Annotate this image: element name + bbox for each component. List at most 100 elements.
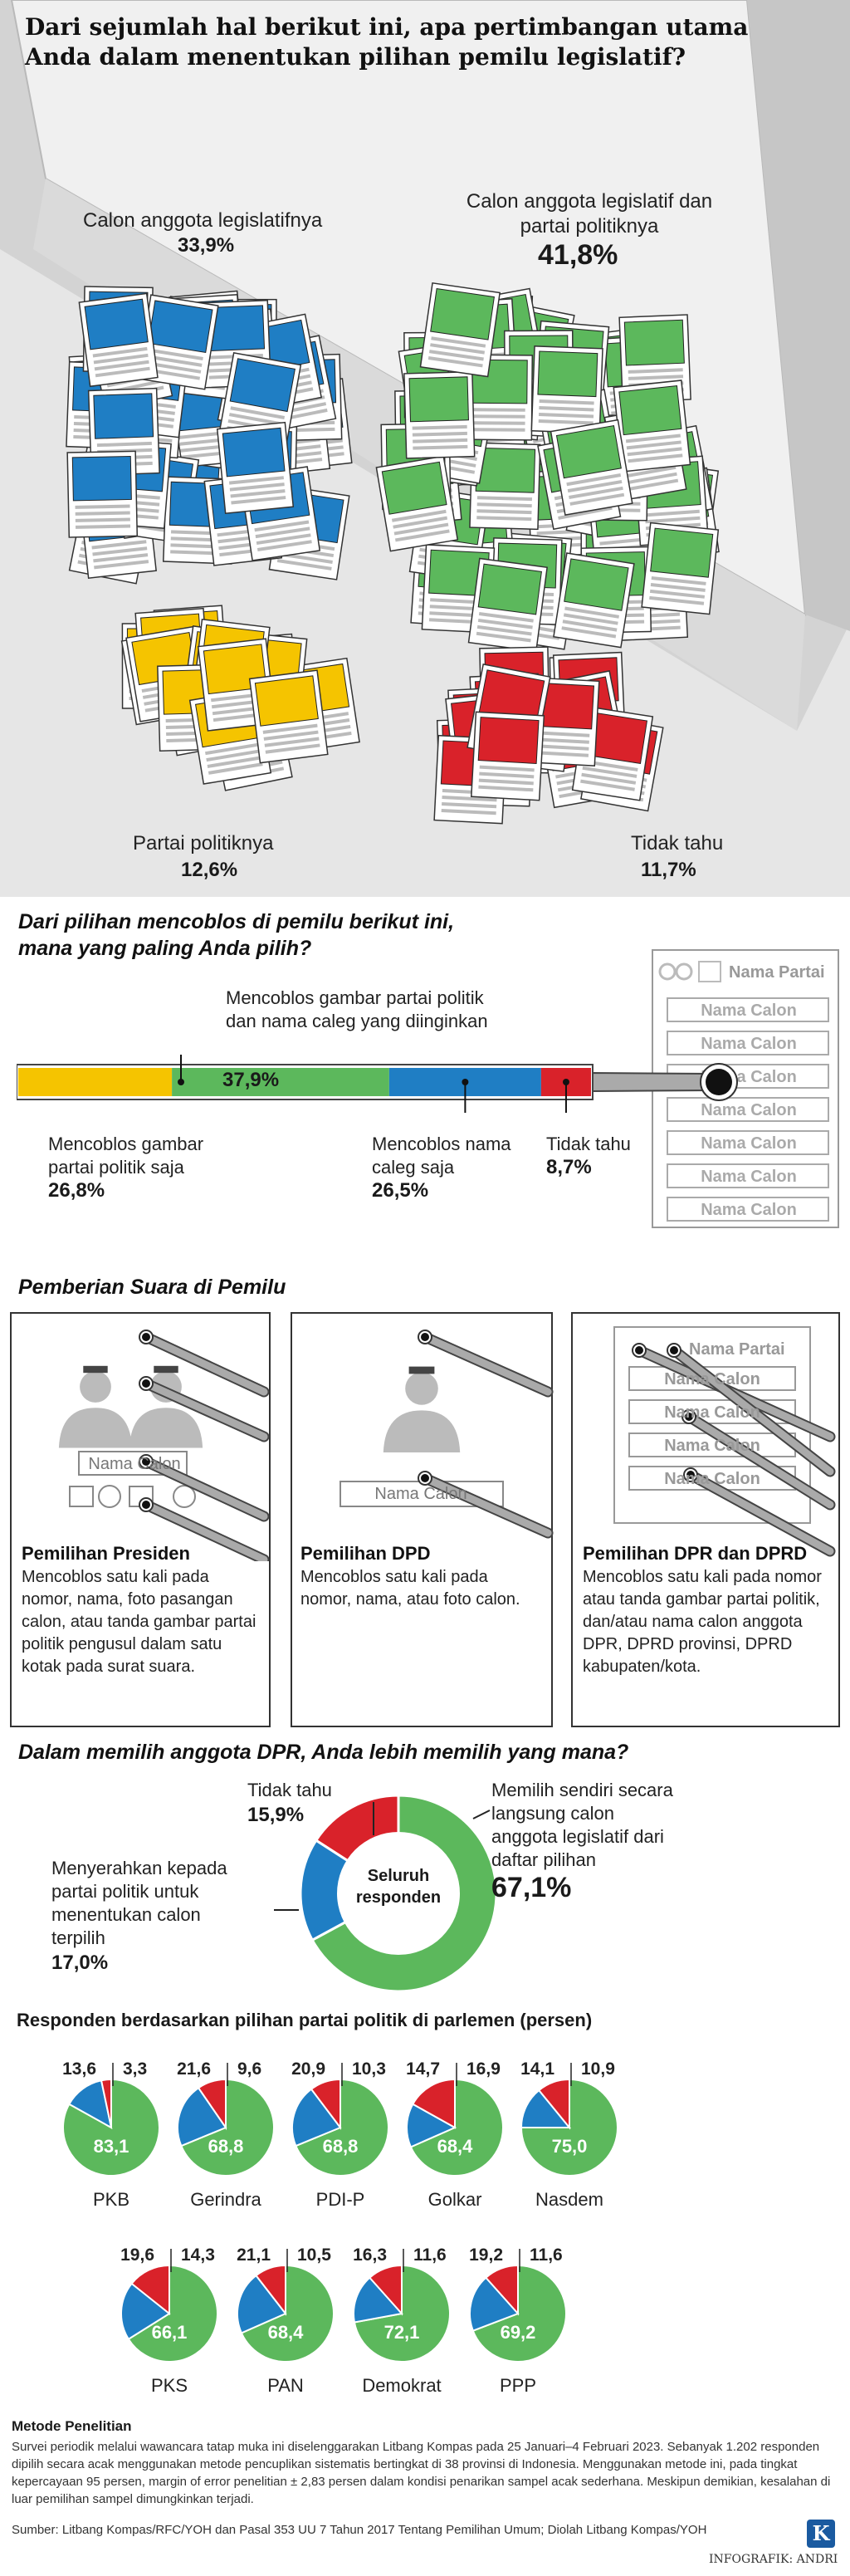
pie-party-name: Gerindra bbox=[190, 2189, 261, 2210]
ballot bbox=[136, 294, 219, 390]
pie-slice-party bbox=[237, 2274, 287, 2334]
pie-slice-dk bbox=[255, 2264, 286, 2316]
ballot bbox=[618, 314, 691, 403]
pie-slice-dk bbox=[368, 2264, 403, 2316]
pie-party-name: PAN bbox=[267, 2375, 304, 2396]
stacked-bar bbox=[17, 1055, 738, 1113]
pie-slice-party bbox=[406, 2103, 457, 2148]
presiden-party-box-1 bbox=[69, 1486, 94, 1507]
stylus-presiden-3 bbox=[139, 1454, 270, 1522]
pie-value-dk: 11,6 bbox=[413, 2245, 447, 2265]
kompas-logo-letter: K bbox=[812, 2521, 830, 2545]
pie-value-self: 69,2 bbox=[501, 2322, 536, 2343]
pie-demokrat: 72,1 16,3 11,6 Demokrat bbox=[353, 2245, 451, 2396]
dpd-candidate-silhouette bbox=[383, 1366, 461, 1452]
pie-value-party: 20,9 bbox=[291, 2059, 325, 2079]
pie-slice-dk bbox=[537, 2078, 570, 2130]
pie-slice-dk bbox=[484, 2264, 519, 2316]
panel-illustrations bbox=[58, 1326, 836, 1561]
ballot bbox=[571, 705, 654, 801]
stylus-dpd-1 bbox=[418, 1330, 554, 1398]
pie-value-party: 19,2 bbox=[469, 2245, 503, 2265]
method-text: Survei periodik melalui wawancara tatap … bbox=[12, 2440, 831, 2506]
pie-value-dk: 10,9 bbox=[581, 2059, 615, 2079]
label-dk: Tidak tahu bbox=[546, 1134, 631, 1154]
ballot bbox=[248, 669, 329, 764]
value-caleg-partai: 41,8% bbox=[538, 239, 618, 271]
donut-label-dk: Tidak tahu bbox=[247, 1780, 332, 1800]
party-pies: 83,1 13,6 3,3 PKB 68,8 21,6 9,6 Gerindra 68,8 20,… bbox=[62, 2059, 618, 2396]
pie-slice-self bbox=[520, 2078, 618, 2177]
pie-value-party: 13,6 bbox=[62, 2059, 96, 2079]
pie-value-dk: 11,6 bbox=[530, 2245, 563, 2265]
pie-slice-dk bbox=[197, 2078, 227, 2131]
pie-nasdem: 75,0 14,1 10,9 Nasdem bbox=[520, 2059, 618, 2210]
stylus-dpd-2 bbox=[418, 1471, 554, 1539]
dpd-title: Pemilihan DPD bbox=[300, 1543, 431, 1564]
stylus-dpr-4 bbox=[683, 1467, 836, 1557]
dpr-row-label: Nama Calon bbox=[664, 1370, 760, 1388]
presiden-party-box-4 bbox=[173, 1485, 196, 1508]
ballot bbox=[66, 450, 139, 538]
pie-value-party: 21,1 bbox=[237, 2245, 271, 2265]
ballot-cluster-4 bbox=[433, 646, 664, 825]
credit: INFOGRAFIK: ANDRI bbox=[709, 2553, 838, 2566]
pie-value-self: 68,4 bbox=[268, 2322, 305, 2343]
ballot-pile bbox=[66, 282, 720, 825]
pie-value-self: 68,8 bbox=[208, 2136, 244, 2157]
pie-value-party: 14,7 bbox=[406, 2059, 440, 2079]
donut-value-self: 67,1% bbox=[491, 1872, 572, 1903]
method-source: Sumber: Litbang Kompas/RFC/YOH dan Pasal… bbox=[12, 2523, 707, 2537]
pie-party-name: Golkar bbox=[428, 2189, 482, 2210]
value-partai: 12,6% bbox=[181, 859, 238, 881]
dpr-text: Mencoblos satu kali pada nomor atau tand… bbox=[583, 1568, 822, 1676]
ballot bbox=[470, 711, 545, 801]
pie-slice-dk bbox=[130, 2264, 170, 2316]
ballot-cluster-2 bbox=[375, 282, 720, 653]
pie-pan: 68,4 21,1 10,5 PAN bbox=[237, 2245, 335, 2396]
candidate-silhouette-1 bbox=[58, 1365, 133, 1448]
pie-party-name: PKS bbox=[151, 2375, 188, 2396]
pie-value-dk: 3,3 bbox=[123, 2059, 147, 2079]
pie-slice-self bbox=[127, 2264, 218, 2363]
ballot bbox=[467, 557, 548, 653]
pie-ppp: 69,2 19,2 11,6 PPP bbox=[469, 2245, 567, 2396]
pie-value-party: 14,1 bbox=[520, 2059, 554, 2079]
pie-pks: 66,1 19,6 14,3 PKS bbox=[120, 2245, 218, 2396]
pie-value-self: 83,1 bbox=[94, 2136, 129, 2157]
pie-value-party: 21,6 bbox=[177, 2059, 211, 2079]
ballot bbox=[403, 370, 476, 459]
pie-value-self: 66,1 bbox=[152, 2322, 188, 2343]
pie-pkb: 83,1 13,6 3,3 PKB bbox=[62, 2059, 160, 2210]
pie-slice-party bbox=[177, 2086, 227, 2147]
punch-hole bbox=[706, 1069, 732, 1095]
pie-golkar: 68,4 14,7 16,9 Golkar bbox=[406, 2059, 504, 2210]
ballot-row-label: Nama Calon bbox=[701, 1101, 797, 1119]
label-caleg-partai: Calon anggota legislatif dan partai poli… bbox=[466, 190, 713, 238]
pie-value-dk: 16,9 bbox=[467, 2059, 501, 2079]
dpr-row-label: Nama Calon bbox=[664, 1470, 760, 1488]
pie-slice-party bbox=[120, 2282, 171, 2341]
stylus-dpr-2 bbox=[667, 1343, 836, 1477]
stylus-presiden-4 bbox=[139, 1497, 270, 1561]
presiden-title: Pemilihan Presiden bbox=[22, 1543, 190, 1564]
donut-label-party: Menyerahkan kepada partai politik untuk … bbox=[51, 1858, 227, 1948]
section1-question-line2: Anda dalam menentukan pilihan pemilu leg… bbox=[25, 43, 686, 71]
pie-party-name: PDI-P bbox=[316, 2189, 365, 2210]
pie-slice-party bbox=[469, 2276, 520, 2332]
section1-question-line1: Dari sejumlah hal berikut ini, apa perti… bbox=[25, 13, 749, 41]
donut-value-dk: 15,9% bbox=[247, 1804, 305, 1826]
dpd-box-label: Nama Calon bbox=[374, 1485, 467, 1503]
ballot-cluster-3 bbox=[120, 605, 360, 791]
stylus-dpr-3 bbox=[681, 1409, 836, 1511]
donut-value-party: 17,0% bbox=[51, 1952, 109, 1974]
section2-question-line2: mana yang paling Anda pilih? bbox=[18, 937, 312, 960]
section4-question: Dalam memilih anggota DPR, Anda lebih me… bbox=[18, 1741, 629, 1764]
ballot-header-label: Nama Partai bbox=[729, 963, 825, 982]
ballot-row-label: Nama Calon bbox=[701, 1168, 797, 1186]
pie-party-name: PKB bbox=[93, 2189, 129, 2210]
value-party-only: 26,8% bbox=[48, 1179, 105, 1202]
pie-slice-self bbox=[295, 2078, 389, 2177]
dpr-title: Pemilihan DPR dan DPRD bbox=[583, 1543, 808, 1564]
